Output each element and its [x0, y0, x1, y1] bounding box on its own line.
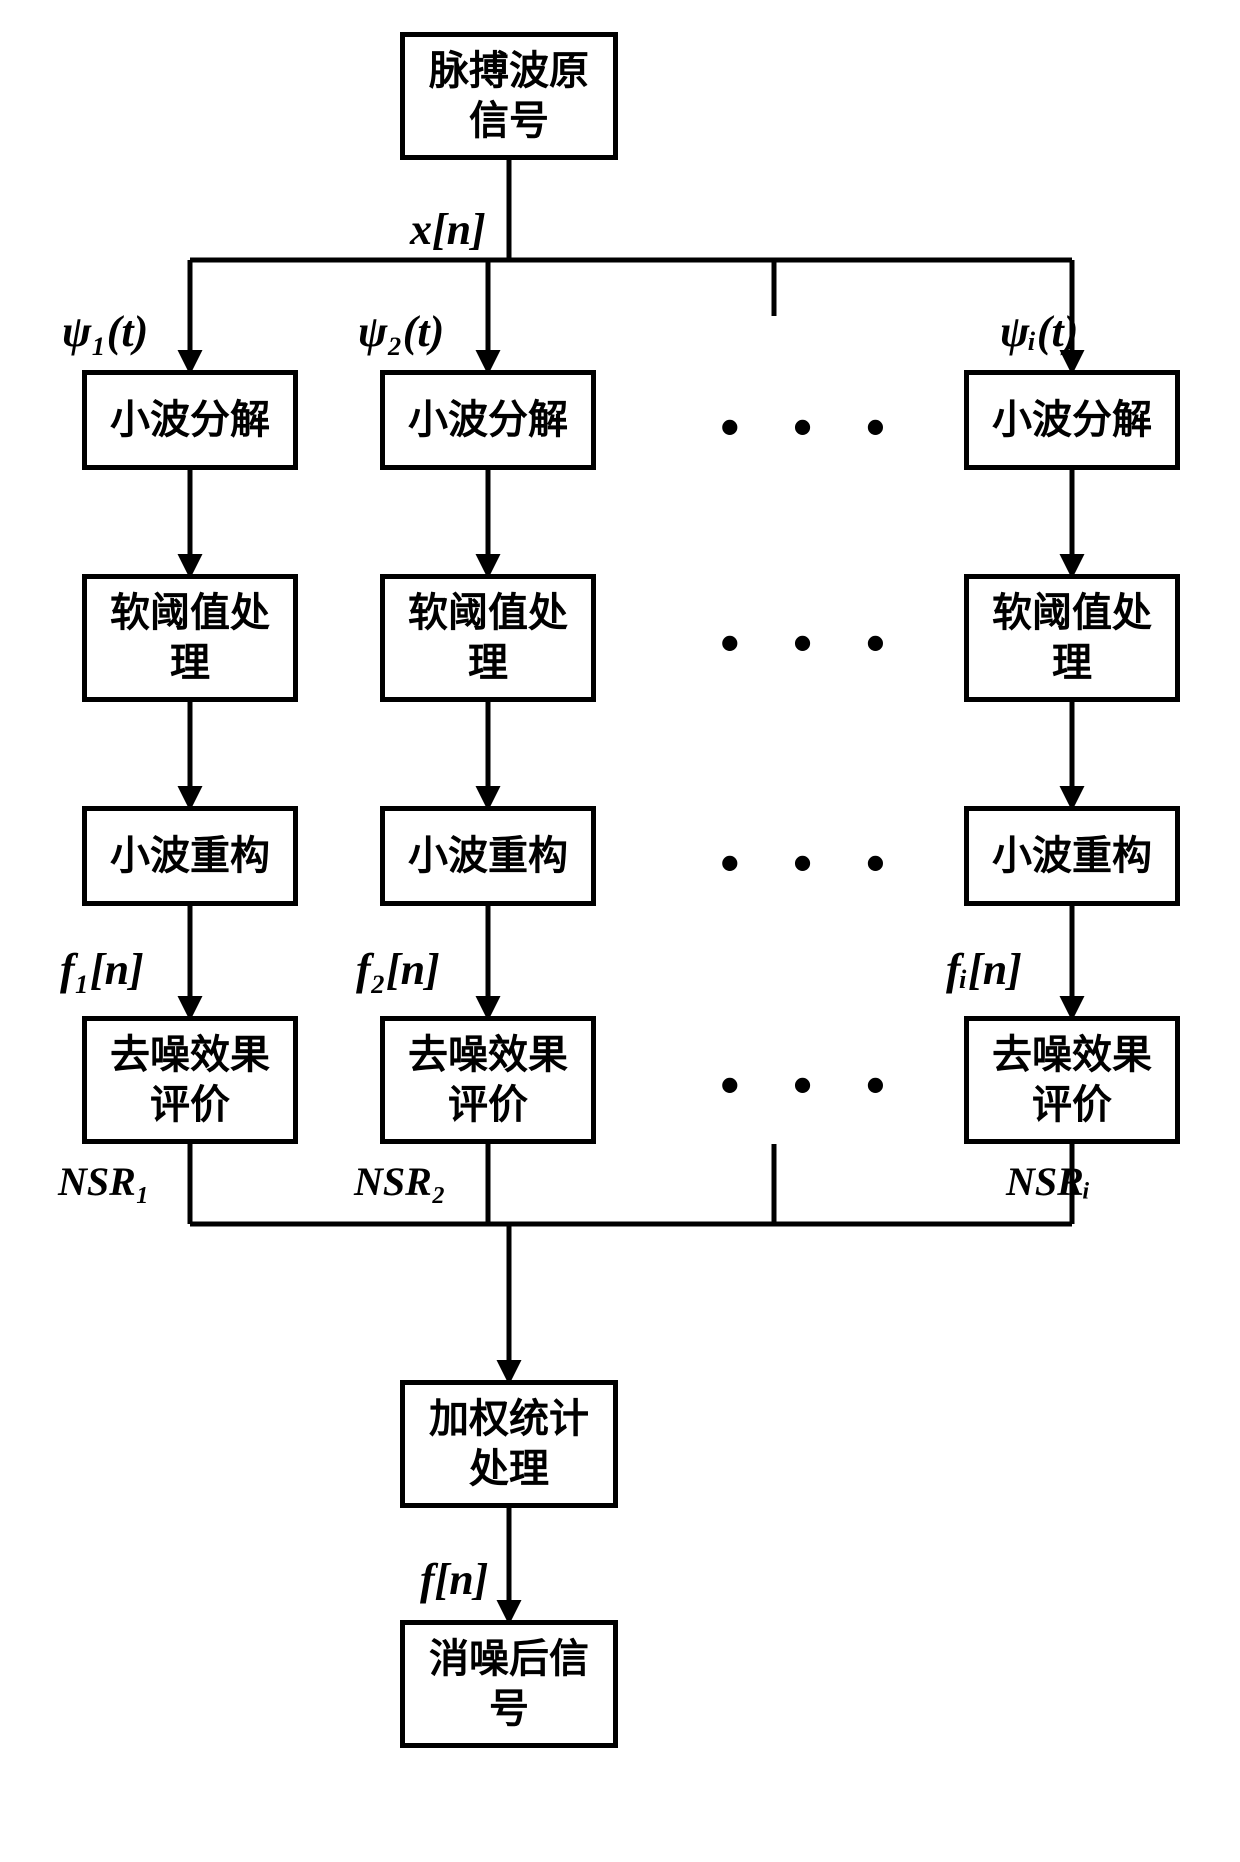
node-rec2: 小波重构 [380, 806, 596, 906]
node-dec4: 小波分解 [964, 370, 1180, 470]
label-nsr2: NSR₂ [354, 1158, 446, 1205]
label-f1: f₁[n] [60, 944, 144, 995]
node-eval1: 去噪效果评价 [82, 1016, 298, 1144]
node-rec1: 小波重构 [82, 806, 298, 906]
ellipsis-r3: • • • [720, 832, 905, 896]
label-f2: f₂[n] [356, 944, 440, 995]
node-out: 消噪后信号 [400, 1620, 618, 1748]
node-top: 脉搏波原信号 [400, 32, 618, 160]
node-rec4: 小波重构 [964, 806, 1180, 906]
ellipsis-r4: • • • [720, 1054, 905, 1118]
node-dec1: 小波分解 [82, 370, 298, 470]
node-eval2: 去噪效果评价 [380, 1016, 596, 1144]
label-psi2: ψ₂(t) [358, 306, 444, 357]
label-psi1: ψ₁(t) [62, 306, 148, 357]
label-fi: fᵢ[n] [946, 944, 1022, 995]
node-dec2: 小波分解 [380, 370, 596, 470]
label-fn: f[n] [420, 1554, 488, 1605]
node-thr1: 软阈值处理 [82, 574, 298, 702]
node-wgt: 加权统计处理 [400, 1380, 618, 1508]
label-nsri: NSRᵢ [1006, 1158, 1091, 1205]
flowchart-canvas: 脉搏波原信号小波分解小波分解小波分解软阈值处理软阈值处理软阈值处理小波重构小波重… [0, 0, 1240, 1862]
node-thr2: 软阈值处理 [380, 574, 596, 702]
connector-layer [0, 0, 1240, 1862]
node-thr4: 软阈值处理 [964, 574, 1180, 702]
label-psii: ψᵢ(t) [1000, 306, 1078, 357]
node-eval4: 去噪效果评价 [964, 1016, 1180, 1144]
ellipsis-r1: • • • [720, 396, 905, 460]
ellipsis-r2: • • • [720, 612, 905, 676]
label-nsr1: NSR₁ [58, 1158, 150, 1205]
label-xn: x[n] [410, 204, 486, 255]
